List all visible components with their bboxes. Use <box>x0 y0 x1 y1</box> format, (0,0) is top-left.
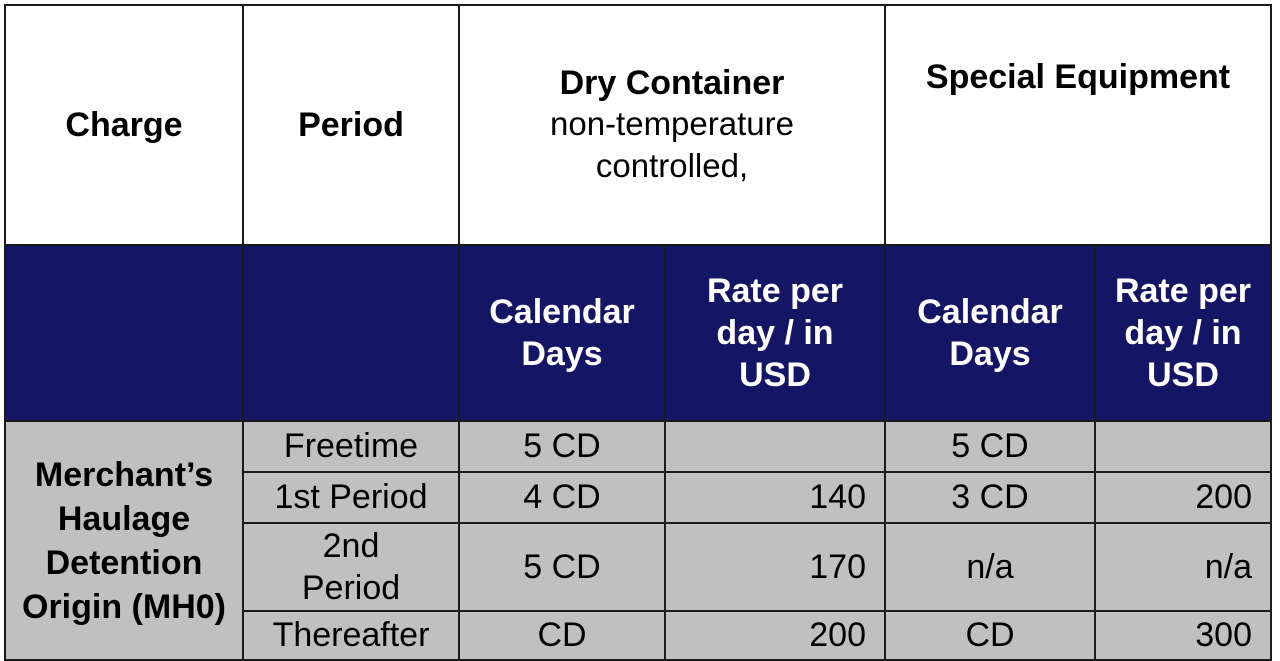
header-special-equipment: Special Equipment <box>884 4 1272 246</box>
dry-container-title: Dry Container <box>559 64 785 102</box>
header-charge-label: Charge <box>65 105 183 144</box>
period-cell: Freetime <box>242 420 460 473</box>
subheader-special-rate: Rate per day / in USD <box>1094 244 1272 422</box>
header-period-label: Period <box>298 105 404 144</box>
table-row: 1st Period 4 CD 140 3 CD 200 <box>5 471 1272 524</box>
period-cell: Thereafter <box>242 610 460 661</box>
period-label: 2nd Period <box>301 527 401 607</box>
special-rate-cell: 300 <box>1094 610 1272 661</box>
period-cell: 1st Period <box>242 471 460 524</box>
special-days-cell: CD <box>884 610 1096 661</box>
header-charge: Charge <box>4 4 244 246</box>
charge-name: Merchant’s Haulage Detention Origin (MH0… <box>22 455 226 626</box>
subheader-dry-days: Calendar Days <box>458 244 666 422</box>
special-days-cell: 5 CD <box>884 420 1096 473</box>
subheader-dry-rate: Rate per day / in USD <box>664 244 886 422</box>
special-rate-cell: 200 <box>1094 471 1272 524</box>
dry-days-cell: 5 CD <box>458 522 666 612</box>
charge-cell: Merchant’s Haulage Detention Origin (MH0… <box>4 420 244 661</box>
special-rate-label: Rate per day / in USD <box>1114 272 1252 394</box>
table-header-row: Charge Period Dry Container non-temperat… <box>4 4 1272 246</box>
special-equipment-label: Special Equipment <box>925 58 1231 96</box>
rate-table-container: Charge Period Dry Container non-temperat… <box>4 4 1272 661</box>
dry-days-cell: 4 CD <box>458 471 666 524</box>
special-rate-cell <box>1094 420 1272 473</box>
table-subheader-row: Calendar Days Rate per day / in USD Cale… <box>4 244 1272 422</box>
header-period: Period <box>242 4 460 246</box>
dry-rate-cell <box>664 420 886 473</box>
table-row: 2nd Period 5 CD 170 n/a n/a <box>5 522 1272 612</box>
subheader-special-days: Calendar Days <box>884 244 1096 422</box>
header-dry-container: Dry Container non-temperature controlled… <box>458 4 886 246</box>
dry-container-subtitle: non-temperature controlled, <box>550 105 794 184</box>
special-rate-cell: n/a <box>1094 522 1272 612</box>
subheader-period-empty <box>242 244 460 422</box>
dry-rate-cell: 140 <box>664 471 886 524</box>
dry-days-cell: 5 CD <box>458 420 666 473</box>
special-days-cell: 3 CD <box>884 471 1096 524</box>
dry-days-cell: CD <box>458 610 666 661</box>
detention-rate-table: Charge Period Dry Container non-temperat… <box>4 4 1272 661</box>
special-days-cell: n/a <box>884 522 1096 612</box>
dry-days-label: Calendar Days <box>489 293 635 373</box>
dry-rate-label: Rate per day / in USD <box>706 272 844 394</box>
dry-rate-cell: 200 <box>664 610 886 661</box>
special-days-label: Calendar Days <box>917 293 1063 373</box>
table-row: Merchant’s Haulage Detention Origin (MH0… <box>4 420 1272 661</box>
dry-rate-cell: 170 <box>664 522 886 612</box>
period-cell: 2nd Period <box>242 522 460 612</box>
subheader-charge-empty <box>4 244 244 422</box>
